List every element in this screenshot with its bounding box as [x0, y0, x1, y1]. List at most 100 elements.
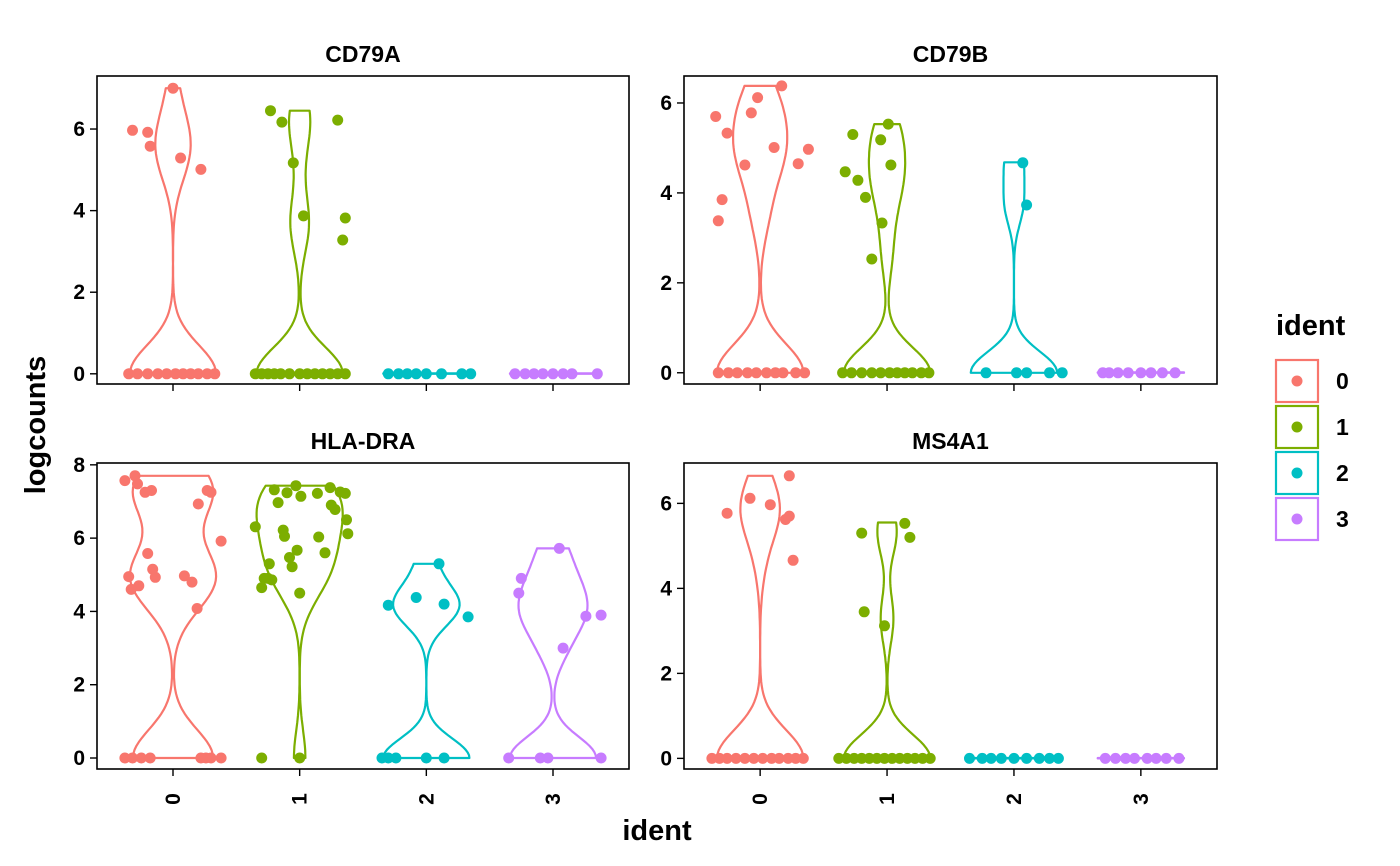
point-hla-dra-ident-0 — [123, 571, 135, 583]
point-ms4a1-ident-0 — [764, 499, 776, 511]
violin-hla-dra-ident-1 — [255, 484, 344, 760]
point-cd79b-ident-1 — [866, 253, 878, 265]
point-cd79b-ident-0 — [776, 80, 788, 92]
point-hla-dra-ident-1 — [313, 531, 325, 543]
point-cd79b-ident-2 — [1011, 367, 1022, 379]
point-hla-dra-ident-1 — [272, 497, 284, 509]
point-hla-dra-ident-2 — [382, 752, 394, 764]
point-hla-dra-ident-0 — [119, 752, 131, 764]
point-ms4a1-ident-1 — [901, 752, 913, 764]
point-cd79b-ident-0 — [722, 367, 734, 379]
point-hla-dra-ident-2 — [433, 558, 445, 570]
point-cd79a-ident-0 — [201, 368, 213, 380]
point-hla-dra-ident-2 — [382, 599, 394, 611]
point-ms4a1-ident-2 — [1052, 752, 1064, 764]
point-hla-dra-ident-2 — [462, 611, 474, 623]
point-ms4a1-ident-3 — [1141, 752, 1153, 764]
point-cd79b-ident-0 — [710, 111, 722, 122]
point-hla-dra-ident-1 — [281, 487, 293, 499]
point-cd79b-ident-1 — [866, 367, 878, 379]
point-ms4a1-ident-1 — [879, 752, 890, 764]
point-ms4a1-ident-1 — [840, 752, 852, 764]
point-cd79a-ident-0 — [167, 82, 179, 94]
y-tick-label: 6 — [73, 527, 85, 550]
point-ms4a1-ident-3 — [1160, 752, 1172, 764]
point-cd79a-ident-0 — [177, 368, 189, 380]
point-hla-dra-ident-1 — [294, 587, 306, 599]
point-hla-dra-ident-1 — [291, 544, 303, 556]
panel-hla-dra: HLA-DRA 0 2 4 6 8 0 1 2 3 — [73, 428, 630, 805]
violin-cd79b-ident-1 — [842, 123, 932, 374]
point-hla-dra-ident-1 — [341, 514, 352, 526]
legend-label: 1 — [1336, 414, 1349, 440]
point-ms4a1-ident-0 — [714, 752, 725, 764]
point-cd79a-ident-1 — [332, 114, 344, 126]
point-cd79b-ident-1 — [885, 159, 897, 171]
x-tick-label: 0 — [162, 793, 185, 805]
violin-cd79b-ident-0 — [715, 84, 805, 374]
point-cd79b-ident-3 — [1135, 367, 1147, 379]
point-cd79a-ident-1 — [317, 368, 328, 380]
point-hla-dra-ident-1 — [319, 547, 331, 559]
panel-ms4a1: MS4A1 0 2 4 6 0 1 2 3 — [660, 428, 1218, 805]
y-axis-title: logcounts — [20, 356, 52, 495]
point-cd79b-ident-0 — [761, 367, 772, 379]
point-cd79a-ident-3 — [547, 368, 559, 380]
panel-border — [96, 462, 630, 770]
x-tick-label: 0 — [749, 793, 772, 805]
point-cd79b-ident-1 — [915, 367, 927, 379]
point-ms4a1-ident-2 — [976, 752, 988, 764]
point-cd79b-ident-1 — [884, 367, 896, 379]
point-ms4a1-ident-2 — [1008, 752, 1020, 764]
point-cd79b-ident-0 — [802, 143, 814, 155]
point-hla-dra-ident-3 — [557, 642, 569, 654]
point-ms4a1-ident-0 — [739, 752, 751, 764]
point-ms4a1-ident-1 — [886, 752, 898, 764]
point-cd79a-ident-1 — [332, 368, 344, 380]
point-cd79b-ident-1 — [856, 367, 868, 379]
point-hla-dra-ident-3 — [515, 572, 527, 584]
point-hla-dra-ident-2 — [390, 752, 402, 764]
point-cd79b-ident-0 — [792, 158, 804, 170]
point-hla-dra-ident-2 — [438, 752, 450, 764]
y-tick-label: 0 — [73, 747, 85, 770]
point-ms4a1-ident-2 — [964, 752, 975, 764]
point-ms4a1-ident-0 — [748, 752, 760, 764]
point-cd79b-ident-1 — [875, 367, 887, 379]
point-cd79b-ident-3 — [1169, 367, 1181, 379]
point-hla-dra-ident-1 — [258, 572, 270, 584]
x-tick-label: 3 — [1130, 793, 1153, 805]
legend-dot — [1291, 467, 1303, 479]
point-cd79b-ident-0 — [752, 92, 764, 104]
point-hla-dra-ident-3 — [580, 610, 592, 622]
point-cd79b-ident-2 — [980, 367, 992, 379]
panel-cd79a: CD79A 0 2 4 6 — [73, 41, 630, 391]
legend-item-1: 1 — [1274, 404, 1349, 450]
point-cd79b-ident-0 — [731, 367, 743, 379]
point-hla-dra-ident-3 — [595, 609, 607, 621]
point-ms4a1-ident-3 — [1173, 752, 1185, 764]
point-cd79b-ident-0 — [777, 367, 789, 379]
panel-cd79b: CD79B 0 2 4 6 — [660, 41, 1218, 391]
violin-hla-dra-ident-0 — [128, 474, 218, 760]
point-ms4a1-ident-0 — [721, 752, 733, 764]
point-ms4a1-ident-2 — [1033, 752, 1045, 764]
violin-ms4a1-ident-1 — [842, 521, 932, 760]
point-hla-dra-ident-1 — [342, 528, 354, 540]
legend: ident 0 1 2 3 — [1274, 310, 1349, 542]
point-hla-dra-ident-1 — [249, 521, 261, 533]
point-cd79a-ident-2 — [436, 368, 447, 380]
point-ms4a1-ident-1 — [899, 517, 911, 529]
point-cd79b-ident-1 — [839, 166, 851, 178]
point-cd79b-ident-0 — [769, 367, 781, 379]
legend-label: 0 — [1336, 368, 1349, 394]
point-cd79a-ident-0 — [142, 126, 154, 138]
point-cd79a-ident-1 — [324, 368, 336, 380]
point-cd79a-ident-3 — [519, 368, 531, 380]
point-cd79a-ident-0 — [209, 368, 221, 380]
x-tick-label: 3 — [542, 793, 565, 805]
point-hla-dra-ident-0 — [142, 548, 154, 559]
point-ms4a1-ident-1 — [871, 752, 883, 764]
point-cd79b-ident-1 — [882, 118, 894, 130]
point-cd79a-ident-1 — [339, 368, 351, 380]
